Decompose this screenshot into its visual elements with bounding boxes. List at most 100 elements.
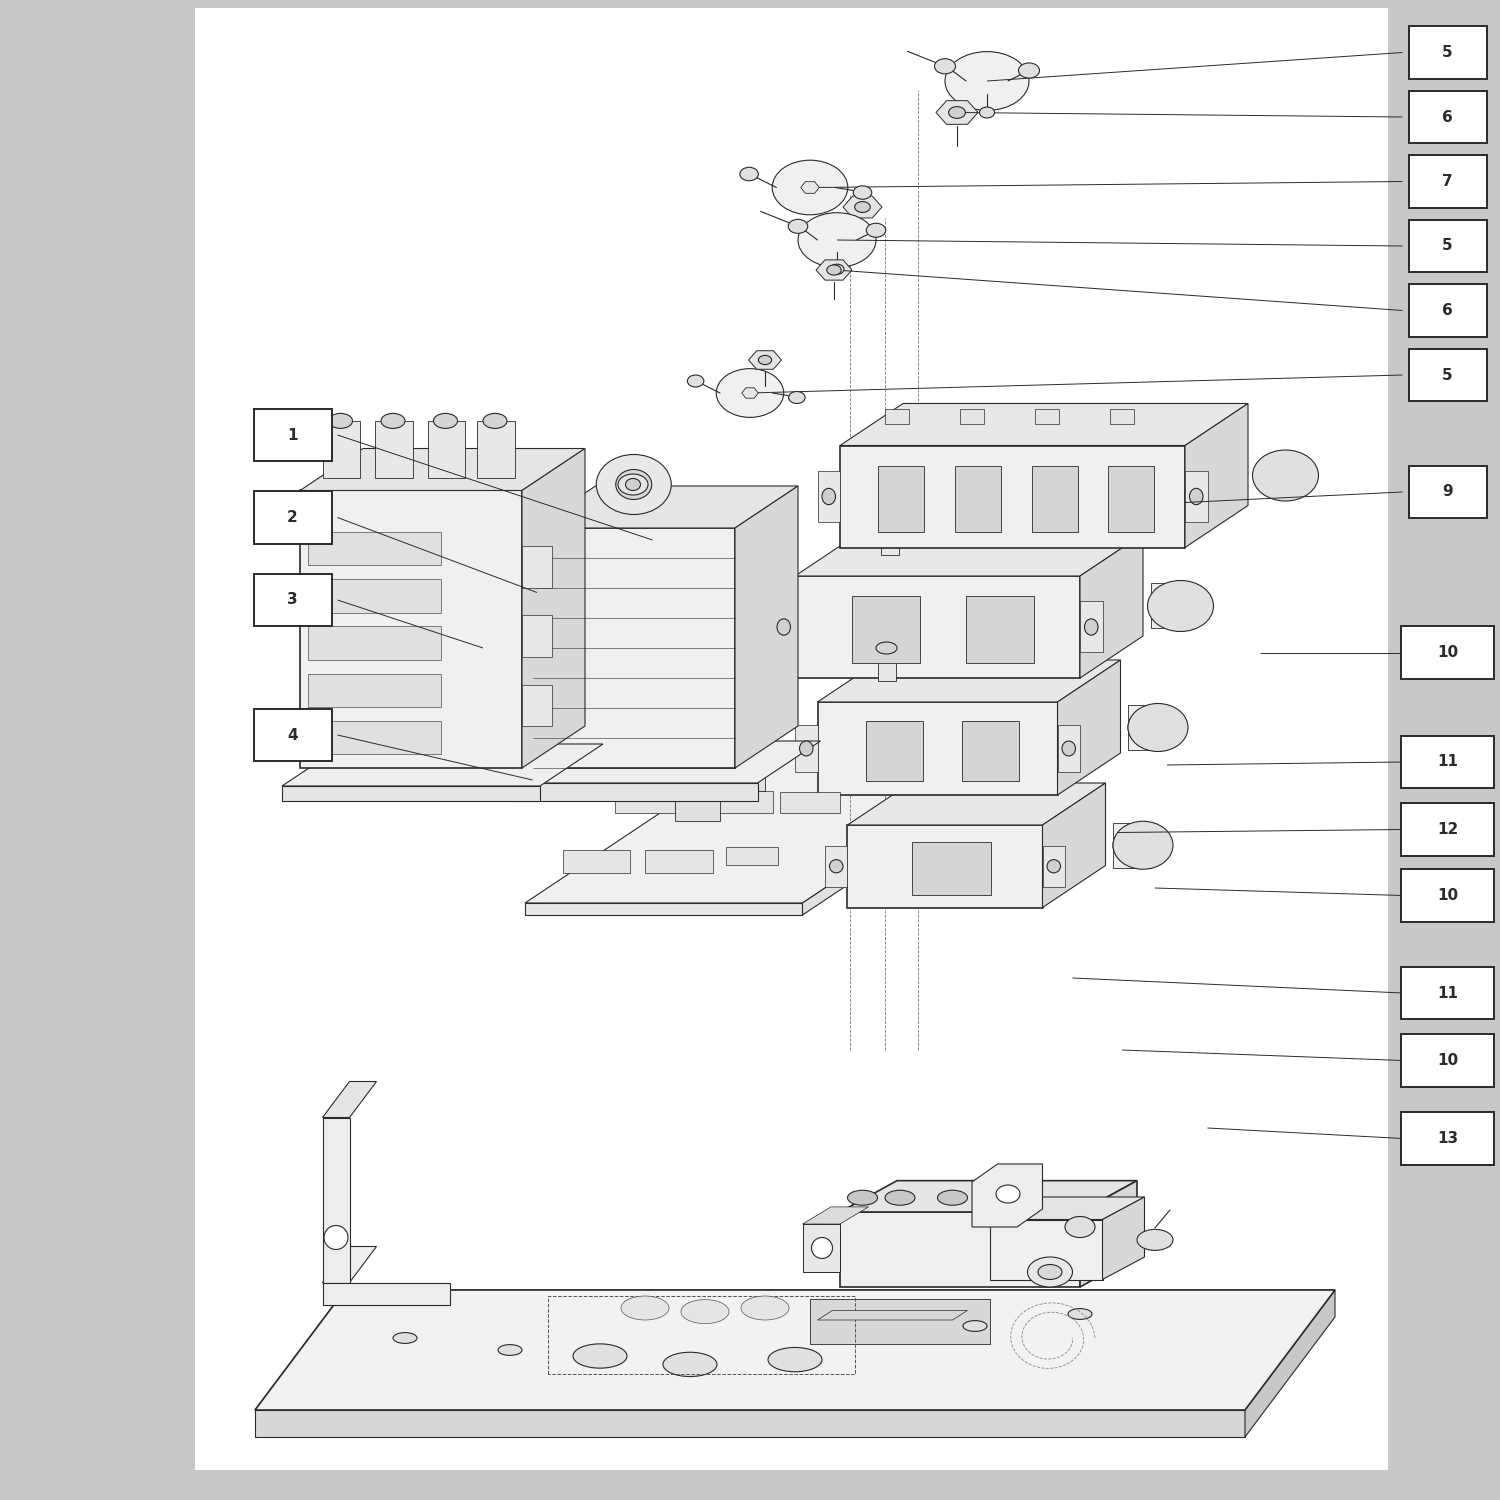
Ellipse shape (1128, 704, 1188, 752)
Bar (322, 422, 360, 478)
Ellipse shape (740, 168, 759, 182)
Polygon shape (1080, 534, 1143, 678)
Bar (960, 410, 984, 424)
Bar (375, 422, 413, 478)
Bar (865, 720, 922, 782)
Polygon shape (772, 602, 795, 652)
Ellipse shape (663, 1353, 717, 1377)
Polygon shape (810, 1299, 990, 1344)
Polygon shape (1042, 783, 1106, 908)
Ellipse shape (393, 1332, 417, 1344)
Ellipse shape (800, 741, 813, 756)
Polygon shape (510, 741, 820, 783)
Polygon shape (843, 196, 882, 217)
Ellipse shape (687, 375, 703, 387)
Text: 3: 3 (286, 592, 298, 608)
Polygon shape (522, 448, 585, 768)
Bar (852, 597, 921, 663)
Polygon shape (818, 1311, 968, 1320)
Ellipse shape (822, 489, 836, 504)
Text: 5: 5 (1442, 238, 1454, 254)
Bar (966, 597, 1035, 663)
Polygon shape (1058, 726, 1080, 771)
Polygon shape (847, 825, 1042, 908)
Ellipse shape (853, 186, 871, 200)
Bar (195, 8, 1388, 1470)
Text: 4: 4 (286, 728, 298, 742)
Ellipse shape (855, 201, 870, 213)
Ellipse shape (777, 620, 790, 634)
Ellipse shape (982, 1191, 1012, 1206)
Bar (1035, 410, 1059, 424)
Polygon shape (1042, 846, 1065, 886)
Ellipse shape (615, 470, 651, 500)
Polygon shape (748, 351, 782, 369)
Bar (1408, 284, 1486, 336)
Bar (254, 710, 332, 762)
Bar (308, 722, 441, 754)
Ellipse shape (1113, 824, 1167, 866)
Polygon shape (840, 446, 1185, 548)
Polygon shape (282, 786, 540, 801)
Bar (522, 615, 552, 657)
Polygon shape (735, 486, 798, 768)
Bar (780, 792, 840, 813)
Polygon shape (840, 1180, 1137, 1212)
Ellipse shape (1065, 1216, 1095, 1237)
Bar (1150, 584, 1188, 628)
Polygon shape (255, 1410, 1245, 1437)
Text: 5: 5 (1442, 45, 1454, 60)
Bar (1401, 627, 1494, 678)
Polygon shape (322, 1246, 376, 1282)
Polygon shape (322, 1118, 350, 1282)
Ellipse shape (596, 454, 672, 514)
Ellipse shape (1019, 63, 1040, 78)
Polygon shape (322, 1282, 450, 1305)
Text: 6: 6 (1442, 110, 1454, 125)
Bar (1108, 466, 1155, 532)
Bar (427, 422, 465, 478)
Polygon shape (818, 702, 1058, 795)
Bar (1408, 350, 1486, 402)
Polygon shape (720, 753, 765, 790)
Ellipse shape (963, 1320, 987, 1332)
Bar (254, 410, 332, 462)
Ellipse shape (621, 1296, 669, 1320)
Ellipse shape (768, 1347, 822, 1371)
Polygon shape (1080, 1180, 1137, 1287)
Bar (912, 842, 990, 896)
Bar (254, 490, 332, 543)
Bar (1408, 465, 1486, 518)
Ellipse shape (948, 106, 966, 118)
Ellipse shape (772, 160, 847, 214)
Ellipse shape (573, 1344, 627, 1368)
Polygon shape (795, 576, 1080, 678)
Ellipse shape (1252, 450, 1318, 501)
Polygon shape (741, 388, 758, 398)
Bar (879, 466, 924, 532)
Polygon shape (990, 1197, 1144, 1219)
Ellipse shape (847, 1191, 877, 1206)
Ellipse shape (433, 414, 457, 429)
Ellipse shape (1137, 1230, 1173, 1251)
Bar (645, 850, 712, 873)
Polygon shape (936, 100, 978, 124)
Text: 11: 11 (1437, 986, 1458, 1000)
Ellipse shape (759, 356, 771, 364)
Polygon shape (818, 660, 1120, 702)
Polygon shape (816, 260, 852, 280)
Ellipse shape (324, 1226, 348, 1250)
Bar (308, 627, 441, 660)
Ellipse shape (798, 213, 876, 267)
Bar (1408, 27, 1486, 78)
Bar (885, 410, 909, 424)
Ellipse shape (934, 58, 956, 74)
Ellipse shape (789, 392, 806, 404)
Ellipse shape (1148, 580, 1214, 632)
Bar (1401, 1113, 1494, 1166)
Polygon shape (525, 903, 802, 915)
Ellipse shape (980, 106, 994, 118)
Ellipse shape (1113, 821, 1173, 868)
Text: 7: 7 (1442, 174, 1454, 189)
Text: 6: 6 (1442, 303, 1454, 318)
